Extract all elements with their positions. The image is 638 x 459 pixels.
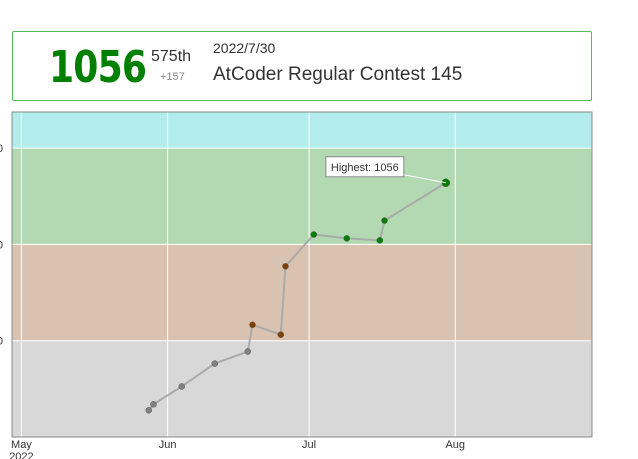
y-tick-label: 400 [0,336,3,348]
x-tick-label: May [11,439,32,451]
contest-header: 1056 575th +157 2022/7/30 AtCoder Regula… [12,31,592,101]
rating-point [282,263,289,270]
rating-point [343,235,351,242]
rating-band [12,340,592,437]
annotation-line [403,174,446,184]
rating-point [178,383,186,390]
x-tick-label: Jun [159,439,177,451]
delta: +157 [160,71,185,83]
rating-point [150,401,157,408]
rating-point [211,360,219,367]
rating-point [249,321,256,329]
rating-point [244,348,252,355]
x-year-label: 2022 [9,451,33,459]
y-tick-label: 800 [0,239,3,251]
rank: 575th [151,48,192,65]
rating-band [12,148,592,245]
rating-point [277,331,285,338]
rating-point [376,237,384,244]
x-tick-label: Aug [445,439,465,451]
rating: 1056 [49,42,147,93]
plot-border [11,111,593,438]
y-tick-label: 1200 [0,143,3,155]
rating-band [12,244,592,341]
contest-name: AtCoder Regular Contest 145 [213,64,463,85]
annotation: Highest: 1056 [331,162,399,174]
contest-date: 2022/7/30 [213,40,276,56]
rating-point [145,407,152,414]
rating-band [12,112,592,149]
annotation-box [325,156,405,178]
x-tick-label: Jul [302,439,316,451]
rating-point [381,217,388,224]
rating-point [310,231,318,238]
